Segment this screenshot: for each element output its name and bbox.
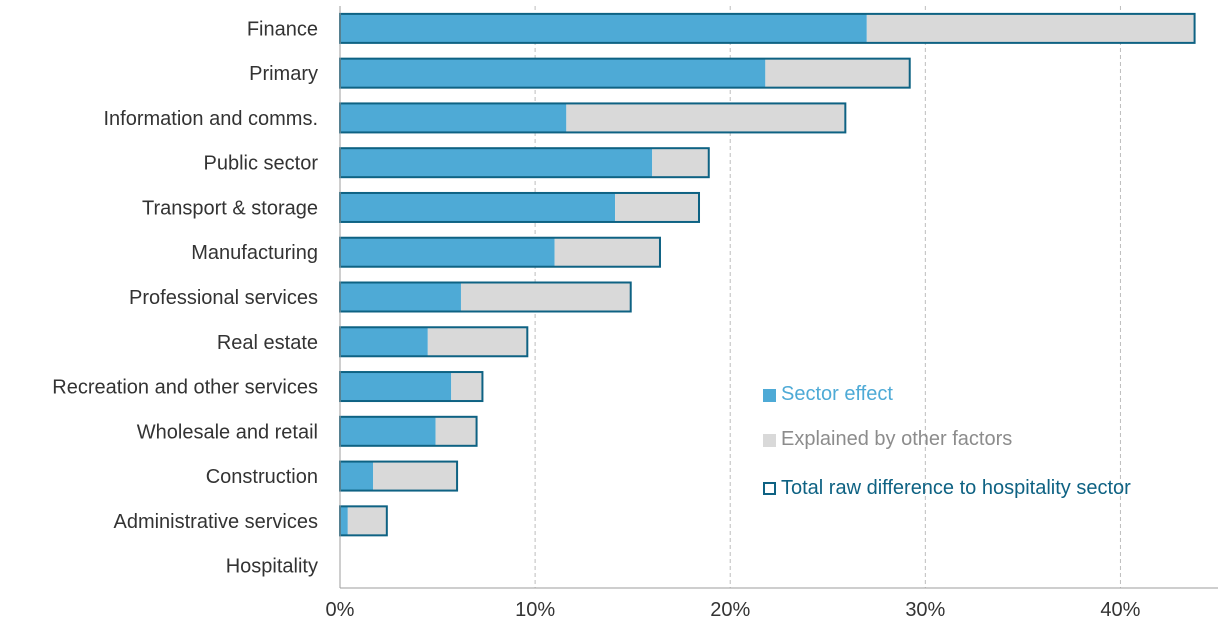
bar-sector-effect-manufacturing — [340, 237, 555, 267]
x-axis: 0% 10% 20% 30% 40% — [326, 6, 1218, 621]
bar-other-factors-real-estate — [427, 327, 528, 357]
category-label-finance: Finance — [247, 18, 318, 40]
category-label-hospitality: Hospitality — [226, 556, 318, 578]
x-tick-label: 0% — [326, 599, 355, 621]
bar-other-factors-transport-storage — [615, 192, 700, 222]
bar-other-factors-manufacturing — [554, 237, 660, 267]
x-tick-label: 10% — [515, 599, 555, 621]
bar-other-factors-recreation-and-other-services — [451, 372, 483, 402]
category-label-transport-storage: Transport & storage — [142, 197, 318, 219]
category-label-real-estate: Real estate — [217, 332, 318, 354]
bar-other-factors-information-and-comms — [566, 103, 846, 133]
x-tick-label: 40% — [1100, 599, 1140, 621]
bar-other-factors-construction — [373, 461, 458, 491]
category-label-primary: Primary — [249, 63, 318, 85]
legend-swatch-sector-effect — [763, 389, 776, 402]
x-tick-label: 20% — [710, 599, 750, 621]
bar-other-factors-wholesale-and-retail — [435, 416, 477, 446]
bars-layer — [339, 12, 1196, 537]
bar-other-factors-finance — [866, 13, 1195, 43]
legend: Sector effect Explained by other factors… — [763, 383, 1131, 499]
category-label-information-and-comms: Information and comms. — [103, 108, 318, 130]
category-label-administrative-services: Administrative services — [113, 511, 318, 533]
legend-swatch-total-difference — [763, 482, 776, 495]
bar-sector-effect-transport-storage — [340, 192, 616, 222]
category-label-recreation-and-other-services: Recreation and other services — [52, 377, 318, 399]
bar-sector-effect-public-sector — [340, 148, 653, 178]
bar-sector-effect-administrative-services — [340, 506, 348, 536]
bar-other-factors-administrative-services — [347, 506, 387, 536]
category-label-construction: Construction — [206, 466, 318, 488]
category-label-professional-services: Professional services — [129, 287, 318, 309]
category-label-wholesale-and-retail: Wholesale and retail — [137, 421, 318, 443]
bar-other-factors-primary — [765, 58, 910, 88]
bar-sector-effect-finance — [340, 13, 867, 43]
bar-sector-effect-professional-services — [340, 282, 461, 312]
bar-sector-effect-primary — [340, 58, 766, 88]
legend-swatch-other-factors — [763, 434, 776, 447]
bar-sector-effect-real-estate — [340, 327, 428, 357]
category-label-manufacturing: Manufacturing — [191, 242, 318, 264]
category-labels: Finance Primary Information and comms. Publ… — [52, 18, 318, 577]
x-tick-label: 30% — [905, 599, 945, 621]
bar-sector-effect-information-and-comms — [340, 103, 567, 133]
legend-label-sector-effect: Sector effect — [781, 383, 893, 405]
bar-sector-effect-recreation-and-other-services — [340, 372, 452, 402]
category-label-public-sector: Public sector — [204, 153, 319, 175]
bar-other-factors-professional-services — [460, 282, 631, 312]
legend-label-total-difference: Total raw difference to hospitality sect… — [781, 477, 1131, 499]
bar-sector-effect-wholesale-and-retail — [340, 416, 436, 446]
legend-label-other-factors: Explained by other factors — [781, 428, 1012, 450]
bar-other-factors-public-sector — [652, 148, 709, 178]
bar-sector-effect-construction — [340, 461, 374, 491]
